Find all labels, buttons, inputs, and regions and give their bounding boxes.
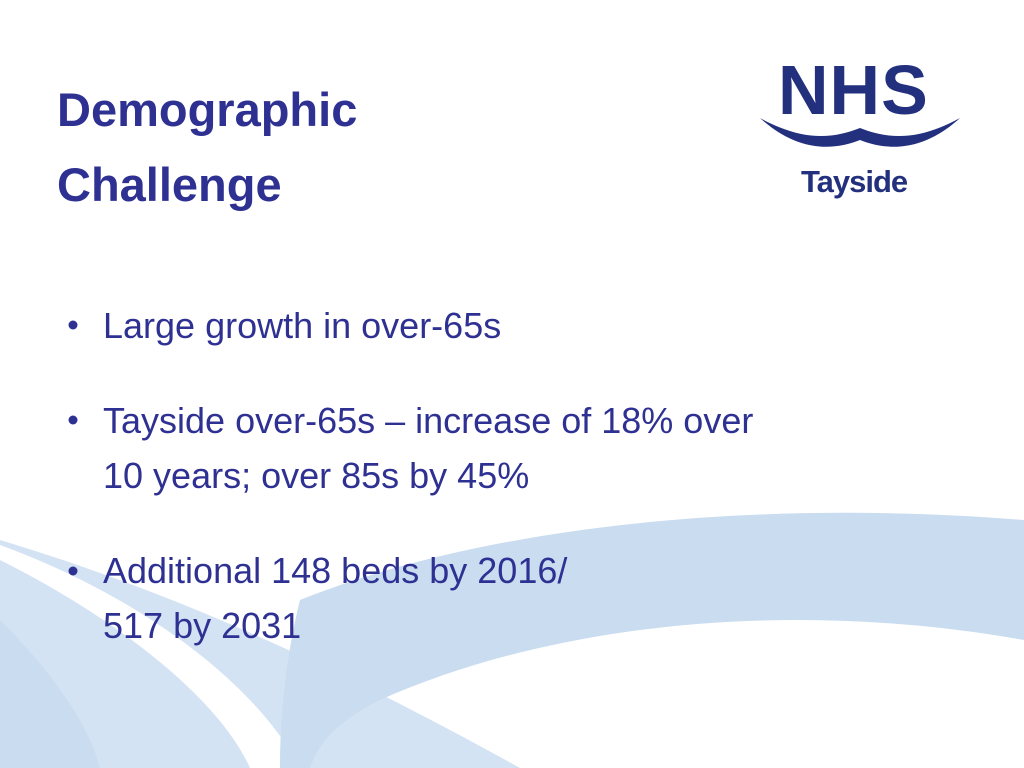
bullet-line: Tayside over-65s – increase of 18% over [103, 400, 754, 441]
bullet-line: Large growth in over-65s [103, 305, 502, 346]
swoosh [0, 620, 100, 768]
bullet-line: 10 years; over 85s by 45% [103, 455, 530, 496]
bullet-markers [68, 320, 78, 576]
title-line: Challenge [57, 158, 282, 211]
swoosh-gap [0, 545, 300, 768]
bullet-dot [68, 566, 78, 576]
bullet-dot [68, 320, 78, 330]
logo-brand: NHS [778, 51, 929, 129]
logo-region: Tayside [801, 164, 908, 199]
bullet-line: 517 by 2031 [103, 605, 302, 646]
swoosh [0, 540, 520, 768]
bullet-dot [68, 415, 78, 425]
swoosh [280, 512, 1024, 768]
logo-swoosh [760, 118, 960, 147]
title-line: Demographic [57, 83, 358, 136]
bullet-line: Additional 148 beds by 2016/ [103, 550, 568, 591]
